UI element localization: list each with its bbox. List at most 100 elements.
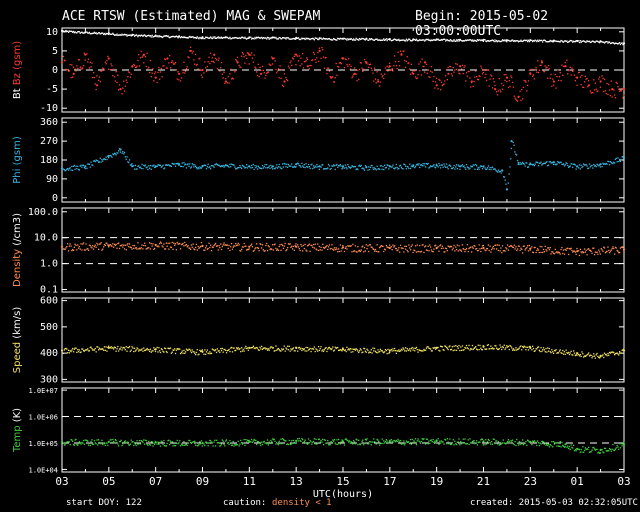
trace-dot (92, 72, 95, 74)
trace-dot (229, 73, 231, 75)
trace-dot (71, 64, 73, 66)
trace-dot (401, 247, 403, 249)
trace-dot (230, 442, 232, 444)
trace-dot (105, 346, 107, 348)
trace-dot (501, 442, 504, 444)
trace-dot (496, 443, 499, 445)
trace-dot (430, 249, 433, 251)
trace-dot (329, 444, 331, 446)
trace-dot (145, 440, 147, 442)
trace-dot (301, 162, 303, 164)
trace-dot (212, 349, 214, 351)
trace-dot (623, 157, 625, 159)
trace-dot (324, 168, 326, 170)
trace-dot (573, 444, 575, 446)
y-tick-label: 0 (52, 65, 58, 76)
trace-dot (123, 33, 126, 35)
trace-dot (363, 38, 365, 40)
trace-dot (211, 442, 213, 444)
trace-dot (358, 439, 360, 441)
trace-dot (360, 62, 362, 64)
trace-dot (385, 38, 387, 40)
trace-dot (241, 36, 244, 38)
trace-dot (194, 36, 196, 39)
trace-dot (338, 62, 341, 64)
trace-dot (207, 445, 209, 447)
data-point (494, 88, 497, 91)
trace-dot (75, 70, 77, 72)
trace-dot (432, 347, 434, 349)
trace-dot (441, 164, 443, 166)
trace-dot (397, 39, 399, 41)
trace-dot (228, 348, 230, 351)
trace-dot (163, 243, 165, 245)
trace-dot (453, 71, 455, 73)
data-point (540, 61, 544, 64)
trace-dot (428, 347, 430, 349)
trace-dot (116, 152, 118, 154)
trace-dot (297, 37, 299, 39)
trace-dot (113, 34, 116, 36)
trace-dot (100, 32, 102, 35)
trace-dot (230, 346, 233, 349)
trace-dot (604, 163, 607, 165)
trace-dot (179, 445, 182, 447)
trace-dot (314, 165, 316, 167)
trace-dot (62, 442, 65, 444)
trace-dot (610, 450, 612, 452)
trace-dot (144, 443, 146, 445)
trace-dot (482, 40, 484, 42)
trace-dot (145, 65, 147, 68)
trace-dot (273, 167, 275, 170)
trace-dot (236, 347, 238, 349)
trace-dot (193, 248, 195, 250)
trace-dot (366, 248, 368, 250)
trace-dot (520, 163, 522, 165)
trace-dot (429, 39, 431, 41)
trace-dot (510, 40, 512, 42)
trace-dot (360, 349, 362, 351)
trace-dot (560, 39, 562, 42)
trace-dot (307, 163, 310, 166)
trace-dot (123, 151, 126, 154)
trace-dot (187, 442, 189, 444)
trace-dot (308, 442, 310, 444)
trace-dot (486, 69, 489, 71)
trace-dot (336, 248, 338, 250)
trace-dot (329, 348, 331, 350)
trace-dot (486, 167, 489, 169)
trace-dot (183, 162, 185, 164)
trace-dot (465, 164, 468, 166)
trace-dot (601, 41, 603, 43)
trace-dot (169, 165, 172, 167)
trace-dot (527, 40, 529, 43)
trace-dot (292, 442, 294, 444)
trace-dot (405, 440, 407, 442)
trace-dot (176, 241, 178, 244)
trace-dot (179, 440, 181, 442)
trace-dot (423, 39, 425, 41)
trace-dot (70, 77, 72, 79)
trace-dot (312, 59, 314, 61)
trace-dot (590, 165, 592, 167)
trace-dot (166, 67, 168, 69)
trace-dot (568, 248, 571, 250)
trace-dot (481, 165, 483, 167)
trace-dot (385, 244, 387, 247)
trace-dot (416, 39, 418, 42)
trace-dot (269, 347, 271, 349)
trace-dot (502, 346, 504, 349)
trace-dot (444, 438, 446, 441)
trace-dot (367, 349, 369, 352)
trace-dot (167, 440, 169, 442)
trace-dot (117, 74, 119, 76)
trace-dot (312, 348, 314, 350)
trace-dot (406, 165, 408, 168)
trace-dot (455, 63, 457, 65)
trace-dot (73, 444, 75, 446)
trace-dot (323, 247, 326, 249)
trace-dot (113, 348, 115, 350)
trace-dot (358, 443, 361, 445)
trace-dot (332, 248, 334, 250)
trace-dot (447, 245, 449, 247)
